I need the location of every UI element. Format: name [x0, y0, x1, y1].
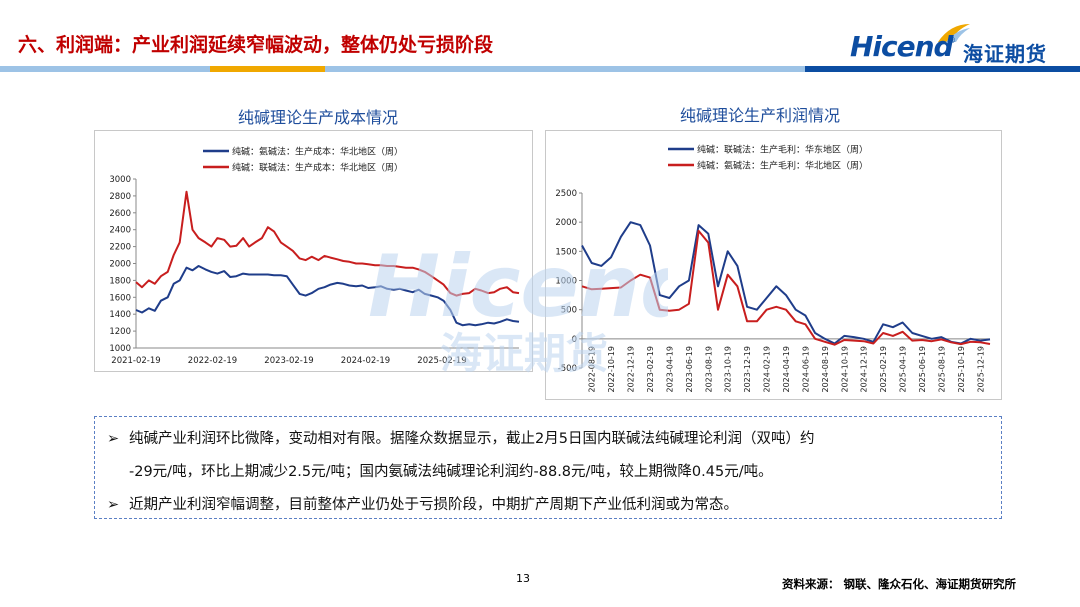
company-logo: Hicend ® 海证期货: [850, 22, 1070, 72]
series-line-2: [135, 190, 520, 297]
y-tick-label: 2800: [109, 192, 131, 202]
legend-label-2: 纯碱：联碱法：生产成本：华北地区（周）: [232, 162, 403, 174]
x-tick-label: 2025-06-19: [918, 346, 927, 393]
header-divider-stripe: [0, 66, 1080, 72]
x-tick-label: 2023-12-19: [743, 346, 752, 393]
x-tick-label: 2023-10-19: [724, 346, 733, 393]
y-tick-label: 2500: [555, 189, 577, 199]
data-source: 资料来源： 钢联、隆众石化、海证期货研究所: [782, 577, 1017, 591]
y-tick-label: 2400: [109, 226, 131, 236]
y-tick-label: 1400: [109, 310, 131, 320]
x-tick-label: 2022-10-19: [607, 346, 616, 393]
summary-bullet-1-line-1: 纯碱产业利润环比微降，变动相对有限。据隆众数据显示，截止2月5日国内联碱法纯碱理…: [129, 431, 815, 447]
y-tick-label: 2000: [555, 218, 577, 228]
y-tick-label: 500: [561, 306, 577, 316]
page-number: 13: [516, 572, 530, 585]
x-tick-label: 2023-04-19: [665, 346, 674, 393]
bullet-arrow-icon: ➢: [107, 497, 120, 513]
slide-title: 六、利润端：产业利润延续窄幅波动，整体仍处亏损阶段: [18, 34, 494, 56]
legend-label-1: 纯碱：联碱法：生产毛利：华东地区（周）: [697, 144, 868, 156]
x-tick-label: 2025-02-19: [417, 356, 466, 366]
chart-title-profit: 纯碱理论生产利润情况: [680, 106, 841, 125]
y-tick-label: 2600: [109, 209, 131, 219]
x-tick-label: 2022-12-19: [627, 346, 636, 393]
summary-bullet-1-line-2: -29元/吨，环比上期减少2.5元/吨；国内氨碱法纯碱理论利润约-88.8元/吨…: [129, 464, 773, 480]
chart-profit: 纯碱：联碱法：生产毛利：华东地区（周） 纯碱：氨碱法：生产毛利：华北地区（周） -5…: [545, 130, 1002, 400]
logo-swoosh-icon: [938, 24, 970, 42]
chart-cost-plot: 纯碱：氨碱法：生产成本：华北地区（周） 纯碱：联碱法：生产成本：华北地区（周） 10…: [109, 146, 520, 366]
x-tick-label: 2023-02-19: [264, 356, 313, 366]
x-tick-label: 2025-02-19: [879, 346, 888, 393]
logo-registered-mark: ®: [948, 36, 956, 45]
y-tick-label: 1800: [109, 276, 131, 286]
summary-bullet-2-text: 近期产业利润窄幅调整，目前整体产业仍处于亏损阶段，中期扩产周期下产业低利润或为常…: [129, 497, 738, 513]
y-tick-label: 3000: [109, 175, 131, 185]
summary-bullet-1: ➢ 纯碱产业利润环比微降，变动相对有限。据隆众数据显示，截止2月5日国内联碱法纯碱…: [107, 427, 814, 448]
y-tick-label: 1200: [109, 327, 131, 337]
y-tick-label: 0: [572, 335, 577, 345]
x-tick-label: 2024-12-19: [860, 346, 869, 393]
x-tick-label: 2025-08-19: [937, 346, 946, 393]
series-line-1: [581, 221, 991, 345]
x-tick-label: 2023-08-19: [704, 346, 713, 393]
x-tick-label: 2024-10-19: [840, 346, 849, 393]
series-line-1: [135, 265, 520, 327]
x-tick-label: 2023-02-19: [646, 346, 655, 393]
x-tick-label: 2024-04-19: [782, 346, 791, 393]
x-tick-label: 2021-02-19: [111, 356, 160, 366]
summary-bullet-2: ➢ 近期产业利润窄幅调整，目前整体产业仍处于亏损阶段，中期扩产周期下产业低利润或为…: [107, 493, 738, 514]
chart-cost: 纯碱：氨碱法：生产成本：华北地区（周） 纯碱：联碱法：生产成本：华北地区（周） 10…: [94, 130, 533, 372]
x-tick-label: 2025-04-19: [899, 346, 908, 393]
x-tick-label: 2024-02-19: [763, 346, 772, 393]
legend-label-2: 纯碱：氨碱法：生产毛利：华北地区（周）: [697, 160, 868, 172]
x-tick-label: 2024-06-19: [801, 346, 810, 393]
logo-brand-en: Hicend: [850, 30, 954, 63]
chart-title-cost: 纯碱理论生产成本情况: [238, 108, 399, 127]
logo-brand-cn: 海证期货: [963, 42, 1047, 66]
x-tick-label: 2024-02-19: [341, 356, 390, 366]
legend-label-1: 纯碱：氨碱法：生产成本：华北地区（周）: [232, 146, 403, 158]
x-tick-label: 2022-08-19: [588, 346, 597, 393]
x-tick-label: 2022-02-19: [188, 356, 237, 366]
y-tick-label: 2000: [109, 260, 131, 270]
y-tick-label: 2200: [109, 243, 131, 253]
x-tick-label: 2025-12-19: [976, 346, 985, 393]
x-tick-label: 2023-06-19: [685, 346, 694, 393]
bullet-arrow-icon: ➢: [107, 431, 120, 447]
y-tick-label: -500: [558, 364, 577, 374]
x-tick-label: 2025-10-19: [957, 346, 966, 393]
series-line-2: [581, 229, 991, 346]
y-tick-label: 1500: [555, 247, 577, 257]
y-tick-label: 1000: [109, 344, 131, 354]
y-tick-label: 1600: [109, 293, 131, 303]
y-tick-label: 1000: [555, 277, 577, 287]
summary-box: ➢ 纯碱产业利润环比微降，变动相对有限。据隆众数据显示，截止2月5日国内联碱法纯碱…: [94, 416, 1002, 519]
chart-profit-plot: 纯碱：联碱法：生产毛利：华东地区（周） 纯碱：氨碱法：生产毛利：华北地区（周） -5…: [555, 144, 991, 393]
x-tick-label: 2024-08-19: [821, 346, 830, 393]
